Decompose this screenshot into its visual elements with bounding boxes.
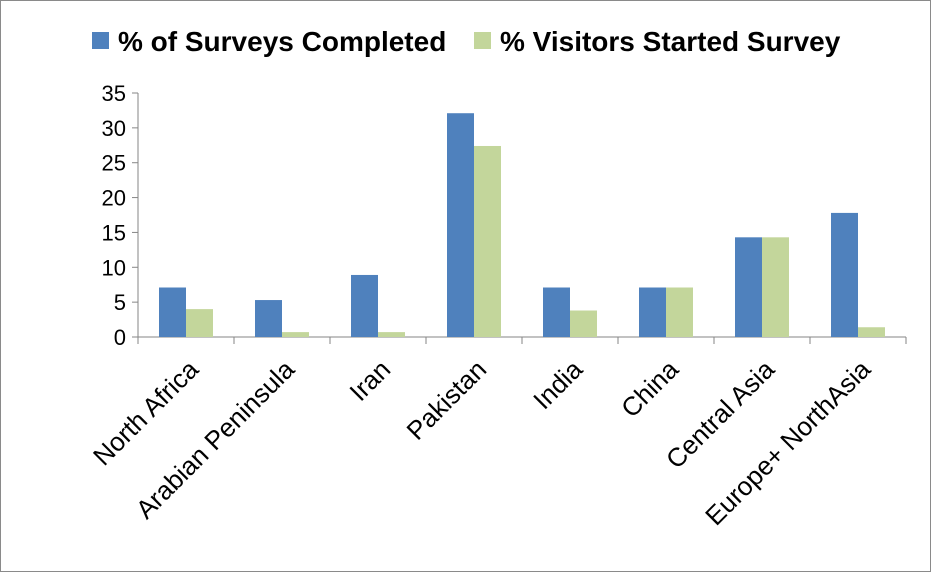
bars — [159, 113, 885, 338]
legend: % of Surveys Completed % Visitors Starte… — [92, 26, 841, 57]
legend-swatch-surveys-completed — [92, 32, 109, 49]
y-tick-label: 0 — [114, 325, 126, 350]
legend-swatch-visitors-started — [474, 32, 491, 49]
x-category-label: Iran — [343, 354, 396, 407]
y-tick-label: 25 — [102, 151, 126, 176]
bar-surveys-completed — [159, 287, 186, 337]
bar-surveys-completed — [639, 287, 666, 337]
y-tick-label: 15 — [102, 220, 126, 245]
x-category-label: Arabian Peninsula — [130, 354, 301, 525]
x-category-label: Pakistan — [401, 354, 493, 446]
bar-visitors-started — [570, 310, 597, 337]
legend-label-visitors-started: % Visitors Started Survey — [500, 26, 841, 57]
y-tick-label: 35 — [102, 81, 126, 106]
bar-surveys-completed — [831, 212, 858, 337]
bar-surveys-completed — [543, 287, 570, 337]
x-category-label: India — [527, 354, 588, 415]
bar-surveys-completed — [735, 237, 762, 337]
x-category-label: China — [615, 354, 685, 424]
y-tick-label: 30 — [102, 116, 126, 141]
legend-label-surveys-completed: % of Surveys Completed — [118, 26, 446, 57]
bar-surveys-completed — [255, 300, 282, 337]
y-tick-label: 10 — [102, 255, 126, 280]
bar-visitors-started — [762, 237, 789, 337]
y-tick-label: 20 — [102, 186, 126, 211]
bar-visitors-started — [282, 332, 309, 337]
bar-surveys-completed — [351, 274, 378, 337]
y-tick-label: 5 — [114, 290, 126, 315]
bar-visitors-started — [186, 309, 213, 337]
x-category-label: Europe+ NorthAsia — [699, 354, 876, 531]
bar-surveys-completed — [447, 113, 474, 338]
axes — [132, 92, 907, 344]
bar-visitors-started — [666, 287, 693, 337]
bar-visitors-started — [378, 332, 405, 337]
bar-visitors-started — [858, 327, 885, 337]
bar-visitors-started — [474, 145, 501, 337]
